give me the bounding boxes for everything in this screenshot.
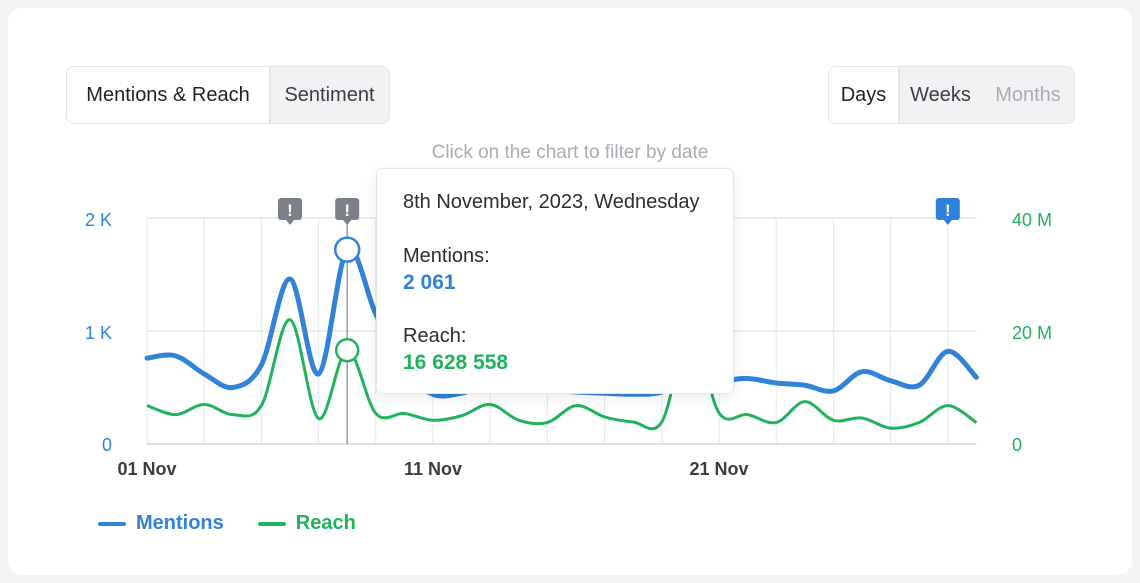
alert-marker-glyph: !	[287, 201, 293, 220]
legend-label-reach: Reach	[295, 512, 356, 534]
range-days-button[interactable]: Days	[829, 67, 899, 123]
alert-marker-pointer	[286, 220, 294, 225]
alert-marker-body	[935, 198, 960, 220]
alert-marker-icon[interactable]: !	[935, 198, 960, 225]
y-right-tick-40m: 40 M	[1012, 210, 1052, 230]
alert-marker-body	[335, 198, 360, 220]
tooltip-date: 8th November, 2023, Wednesday	[403, 191, 700, 213]
legend-swatch-mentions	[98, 521, 126, 526]
alert-markers: !!!	[278, 198, 960, 225]
metric-tabs: Mentions & Reach Sentiment	[66, 66, 390, 124]
range-weeks-button[interactable]: Weeks	[910, 83, 971, 106]
legend-label-mentions: Mentions	[136, 512, 224, 534]
alert-marker-glyph: !	[344, 201, 350, 220]
y-right-tick-0: 0	[1012, 435, 1022, 455]
legend-item-reach[interactable]: Reach	[257, 512, 356, 535]
range-toggle: Days Weeks Months	[828, 66, 1075, 124]
y-right-tick-20m: 20 M	[1012, 323, 1052, 343]
legend-item-mentions[interactable]: Mentions	[98, 512, 224, 535]
series-line-reach	[146, 318, 978, 431]
mentions-highlight-point[interactable]	[333, 236, 361, 263]
alert-marker-pointer	[343, 220, 352, 225]
chart-tooltip: 8th November, 2023, Wednesday Mentions: …	[376, 168, 734, 394]
axes: 2 K 1 K 0 40 M 20 M 0 01 Nov 11 Nov 21 N…	[85, 210, 1052, 479]
legend-swatch-reach	[257, 521, 286, 526]
y-left-tick-1k: 1 K	[85, 323, 112, 343]
x-tick-01-nov: 01 Nov	[117, 459, 176, 479]
reach-highlight-point[interactable]	[334, 337, 360, 363]
tooltip-mentions-label: Mentions:	[403, 245, 490, 267]
tooltip-reach-label: Reach:	[403, 325, 467, 347]
range-months-button: Months	[995, 83, 1061, 106]
y-left-tick-2k: 2 K	[85, 210, 112, 230]
tooltip-mentions-value: 2 061	[403, 271, 456, 294]
x-tick-21-nov: 21 Nov	[689, 459, 748, 479]
tab-sentiment[interactable]: Sentiment	[284, 83, 375, 106]
alert-marker-icon[interactable]: !	[278, 198, 302, 225]
x-tick-11-nov: 11 Nov	[404, 459, 462, 479]
tooltip-reach-value: 16 628 558	[403, 351, 509, 374]
chart-legend: Mentions Reach	[98, 512, 356, 535]
tab-mentions-reach[interactable]: Mentions & Reach	[67, 67, 270, 123]
alert-marker-pointer	[943, 220, 952, 225]
alert-marker-glyph: !	[945, 201, 951, 220]
y-left-tick-0: 0	[102, 435, 112, 455]
alert-marker-icon[interactable]: !	[335, 198, 360, 225]
alert-marker-body	[278, 198, 302, 220]
chart-hint: Click on the chart to filter by date	[431, 142, 709, 163]
